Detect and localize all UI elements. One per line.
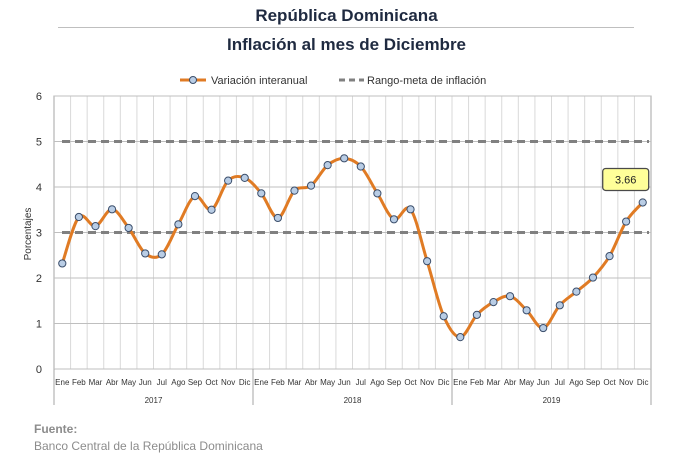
x-tick-label-month: Oct <box>404 378 417 387</box>
legend-item-variacion: Variación interanual <box>180 75 307 87</box>
x-tick-label-month: Abr <box>106 378 119 387</box>
chart-subtitle: Inflación al mes de Diciembre <box>226 35 467 54</box>
data-point <box>605 252 614 261</box>
data-point <box>91 222 100 231</box>
y-tick-label: 3 <box>36 228 42 240</box>
data-point <box>555 301 564 310</box>
x-tick-label-month: Feb <box>470 378 484 387</box>
data-point <box>124 223 133 233</box>
x-tick-label-month: Feb <box>72 378 86 387</box>
x-tick-label-month: Ago <box>569 378 584 387</box>
value-callout-box <box>602 167 650 192</box>
x-tick-label-year: 2018 <box>344 396 362 405</box>
x-tick-label-month: Dic <box>438 378 450 387</box>
legend-item-rango-meta: Rango-meta de inflación <box>339 75 486 87</box>
data-point <box>522 306 531 315</box>
x-tick-label-month: Abr <box>504 378 517 387</box>
data-point <box>572 287 581 296</box>
legend-label-rango-meta: Rango-meta de inflación <box>367 75 486 87</box>
data-point <box>588 273 598 282</box>
data-point <box>74 212 83 222</box>
y-tick-label: 1 <box>36 319 42 331</box>
x-tick-label-month: Feb <box>271 378 285 387</box>
y-axis-title: Porcentajes <box>23 208 34 261</box>
data-point <box>190 192 200 201</box>
data-point <box>489 298 498 307</box>
x-tick-label-month: Ene <box>453 378 468 387</box>
x-tick-label-month: Ene <box>55 378 70 387</box>
data-point <box>505 292 515 301</box>
x-tick-label-month: Jun <box>537 378 550 387</box>
x-tick-label-month: Abr <box>305 378 318 387</box>
x-tick-label-month: Ago <box>370 378 385 387</box>
data-point <box>224 176 233 185</box>
chart-title: República Dominicana <box>255 6 438 25</box>
x-tick-label-month: Nov <box>619 378 633 387</box>
data-point <box>107 205 117 214</box>
x-tick-label-month: Jul <box>157 378 167 387</box>
data-point <box>389 215 399 224</box>
x-tick-label-month: Sep <box>387 378 402 387</box>
x-tick-label-month: May <box>121 378 136 387</box>
data-point <box>423 257 432 266</box>
data-point <box>323 161 332 170</box>
x-tick-label-month: May <box>519 378 534 387</box>
x-tick-label-month: May <box>320 378 335 387</box>
data-point <box>439 312 448 321</box>
value-callout-label: 3.66 <box>615 174 636 186</box>
x-tick-label-month: Jul <box>555 378 565 387</box>
data-point <box>456 333 465 342</box>
x-tick-label-month: Dic <box>637 378 649 387</box>
x-tick-label-month: Jun <box>338 378 351 387</box>
x-tick-label-month: Sep <box>586 378 601 387</box>
data-point <box>257 189 266 198</box>
x-tick-label-month: Mar <box>288 378 302 387</box>
x-tick-label-month: Nov <box>420 378 434 387</box>
legend: Variación interanual Rango-meta de infla… <box>180 75 486 87</box>
data-point <box>240 173 249 182</box>
data-point <box>58 259 67 268</box>
y-tick-label: 4 <box>36 182 42 194</box>
footer-source-text: Banco Central de la República Dominicana <box>34 439 263 453</box>
data-point <box>306 181 316 190</box>
chart-area: Variación interanual Rango-meta de infla… <box>23 75 652 405</box>
data-point <box>141 249 150 258</box>
data-point <box>373 189 382 198</box>
footer-source-label: Fuente: <box>34 422 78 436</box>
x-tick-label-year: 2019 <box>543 396 561 405</box>
data-point <box>406 205 415 214</box>
legend-marker-icon <box>189 76 197 84</box>
data-point <box>638 198 647 207</box>
data-point <box>472 310 481 319</box>
x-tick-label-month: Jun <box>139 378 152 387</box>
y-tick-label: 5 <box>36 137 42 149</box>
x-tick-label-month: Oct <box>603 378 616 387</box>
data-point <box>340 154 349 163</box>
x-tick-label-month: Oct <box>205 378 218 387</box>
y-tick-label: 2 <box>36 273 42 285</box>
data-point <box>356 162 365 171</box>
x-tick-label-month: Dic <box>239 378 251 387</box>
data-point <box>290 186 299 195</box>
y-tick-label: 6 <box>36 91 42 103</box>
x-tick-label-month: Nov <box>221 378 235 387</box>
title-divider <box>58 27 634 28</box>
data-point <box>174 220 183 229</box>
x-tick-label-month: Mar <box>89 378 103 387</box>
x-tick-label-month: Mar <box>487 378 501 387</box>
data-point <box>207 205 216 214</box>
x-tick-label-month: Ene <box>254 378 269 387</box>
data-point <box>622 217 631 226</box>
x-tick-label-month: Jul <box>356 378 366 387</box>
data-point <box>157 250 166 259</box>
x-tick-label-month: Sep <box>188 378 203 387</box>
data-point <box>539 323 548 333</box>
data-point <box>273 213 282 223</box>
legend-label-variacion: Variación interanual <box>211 75 307 87</box>
x-tick-label-month: Ago <box>171 378 186 387</box>
x-tick-label-year: 2017 <box>145 396 163 405</box>
y-tick-label: 0 <box>36 364 42 376</box>
